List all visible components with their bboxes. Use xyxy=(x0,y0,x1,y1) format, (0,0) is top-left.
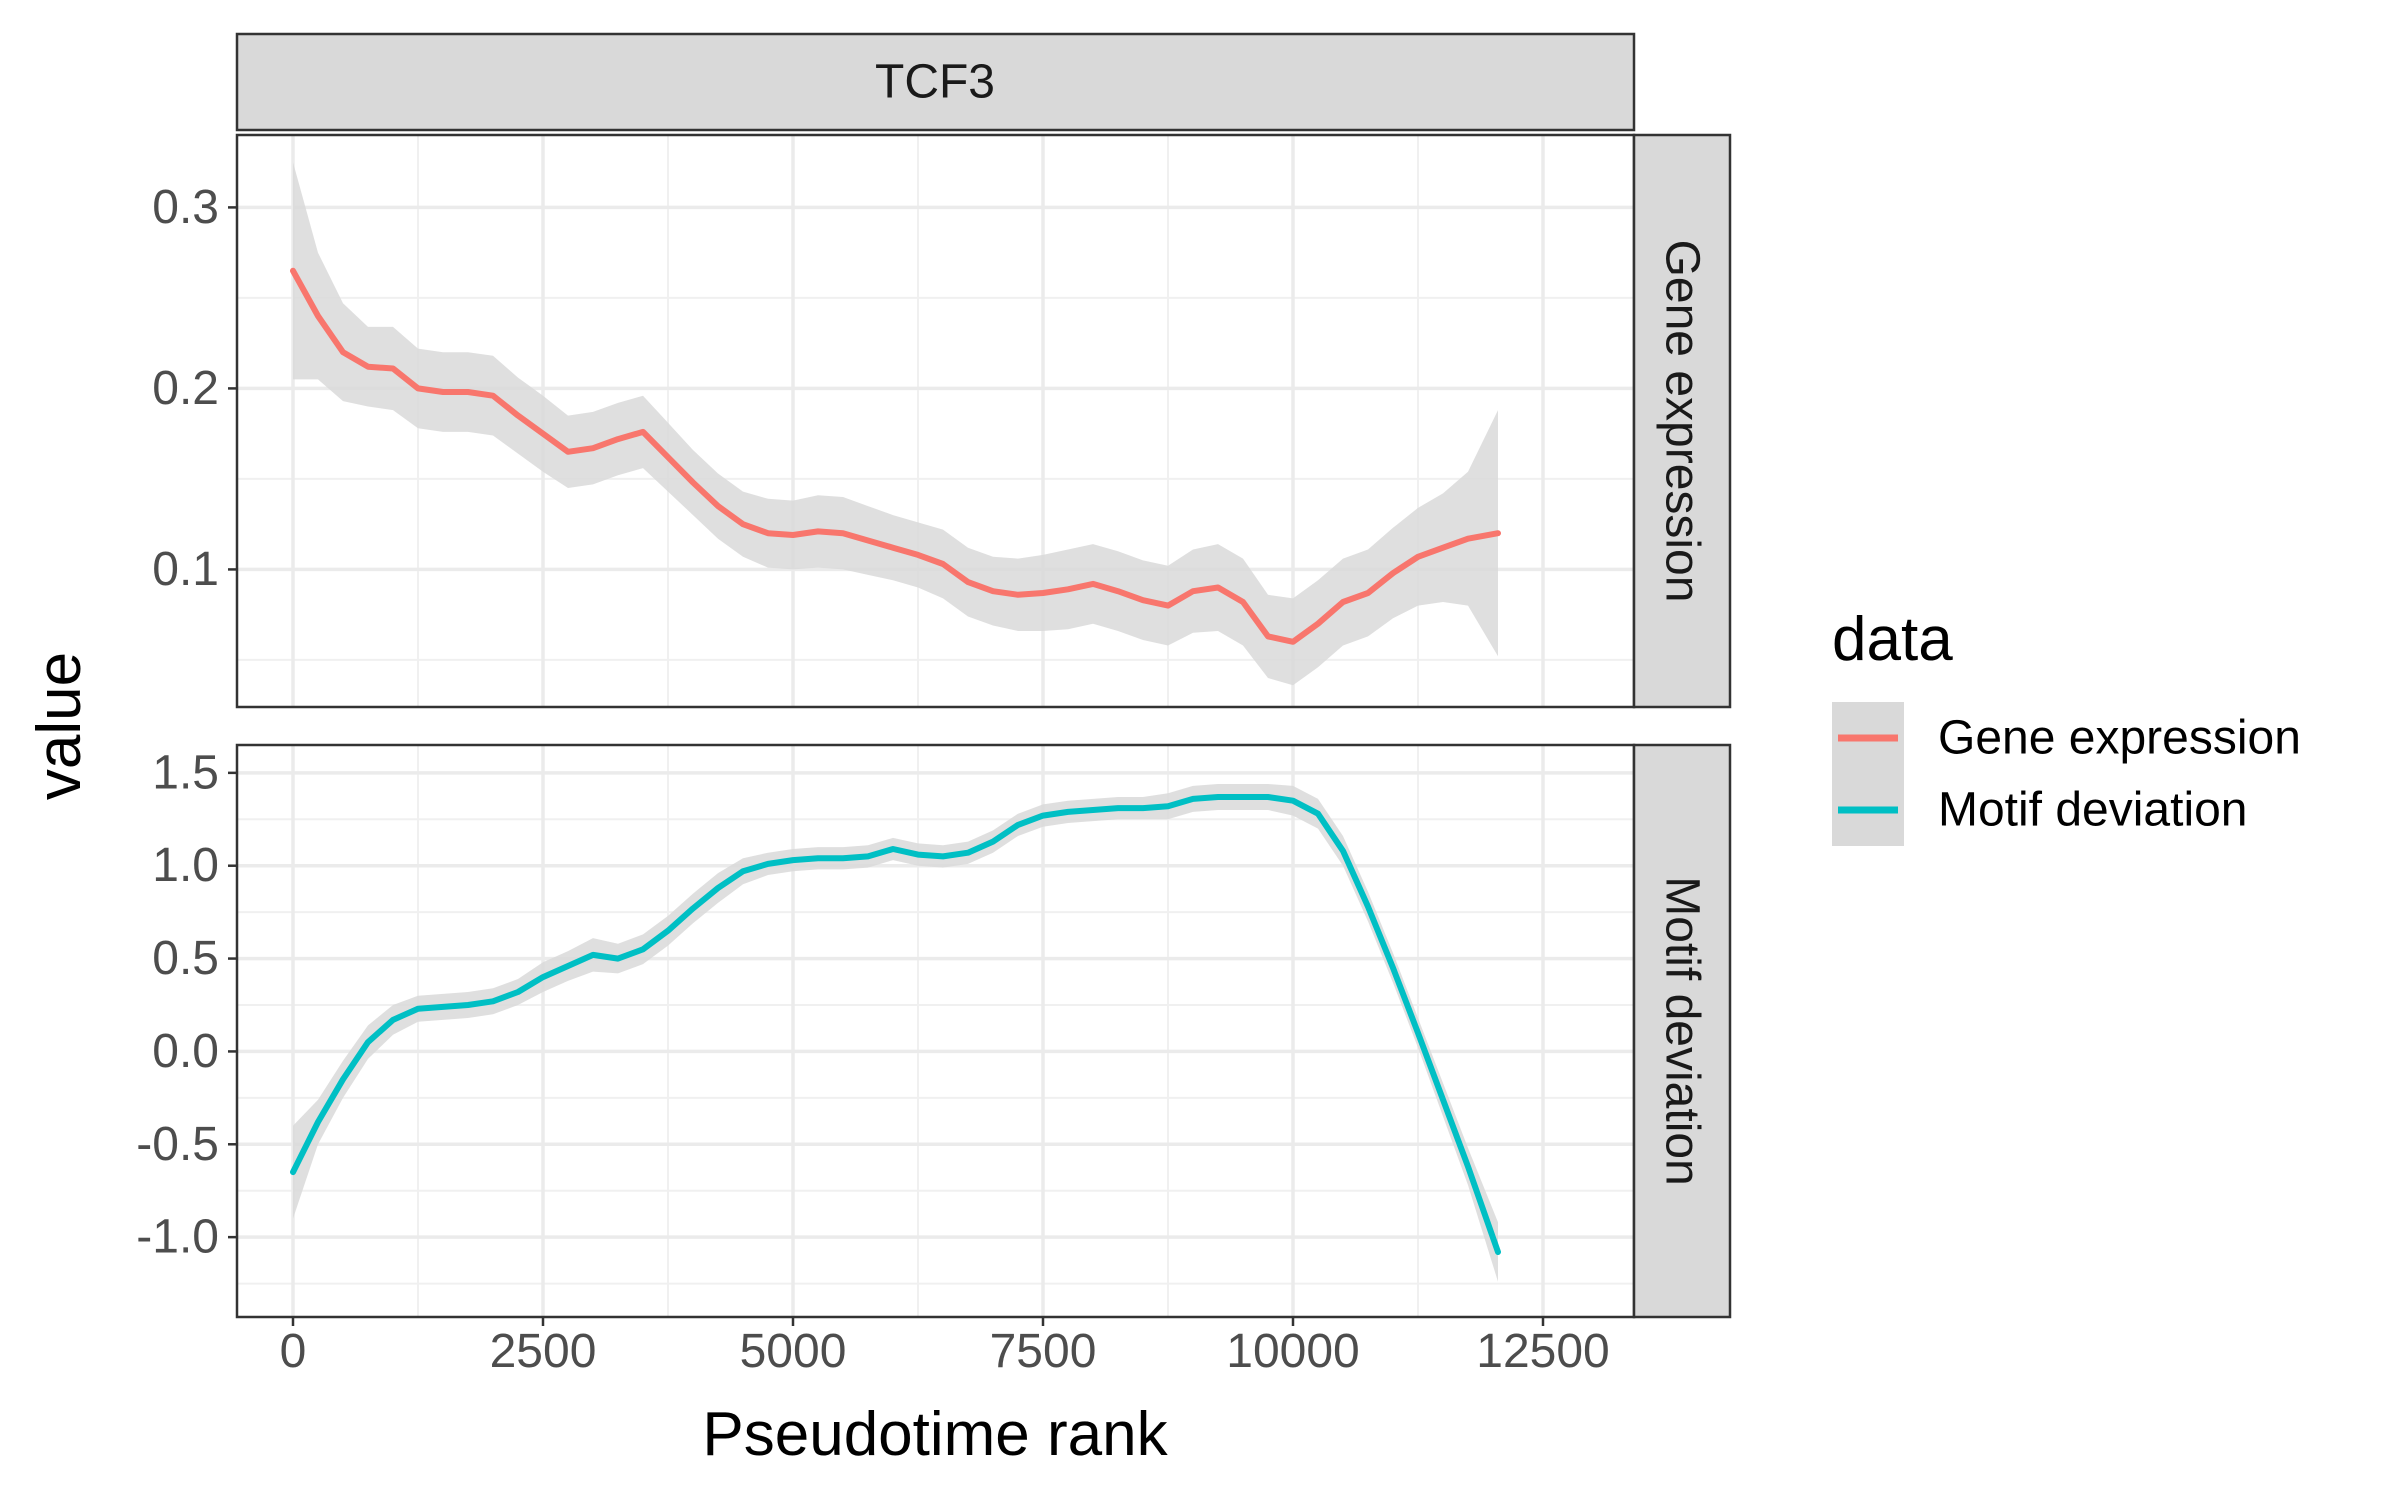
panel-motif-deviation: -1.0 -0.5 0.0 0.5 1.0 1.5 Motif deviation xyxy=(136,743,1732,1319)
y-tick-label: -1.0 xyxy=(136,1211,219,1264)
confidence-ribbon xyxy=(293,162,1498,686)
y-tick-label: 0.1 xyxy=(152,543,219,596)
row-strip-gene-expression xyxy=(1632,133,1732,709)
y-tick-label: 0.5 xyxy=(152,932,219,985)
y-tick-label: 1.0 xyxy=(152,839,219,892)
strip-label-gene-expression: Gene expression xyxy=(1656,240,1709,603)
x-axis-title: Pseudotime rank xyxy=(702,1400,1168,1469)
legend-label-gene-expression: Gene expression xyxy=(1938,712,2301,765)
y-axis-title: value xyxy=(25,652,94,800)
legend-label-motif-deviation: Motif deviation xyxy=(1938,784,2248,837)
y-tick-label: 0.0 xyxy=(152,1025,219,1078)
series-line-motif-deviation xyxy=(290,794,1501,1255)
legend-key-background xyxy=(1832,702,1904,846)
y-tick-label: 1.5 xyxy=(152,746,219,799)
x-tick-label: 12500 xyxy=(1476,1325,1609,1378)
x-tick-label: 2500 xyxy=(490,1325,597,1378)
legend: data Gene expression Motif deviation xyxy=(1832,605,2301,846)
panel-background xyxy=(237,745,1634,1317)
y-axis: 0.1 0.2 0.3 xyxy=(152,181,237,596)
x-tick-label: 10000 xyxy=(1226,1325,1359,1378)
facet-strip-top xyxy=(235,32,1636,132)
x-tick-label: 0 xyxy=(280,1325,307,1378)
facet-title: TCF3 xyxy=(875,56,995,109)
y-axis: -1.0 -0.5 0.0 0.5 1.0 1.5 xyxy=(136,746,237,1264)
x-tick-label: 7500 xyxy=(990,1325,1097,1378)
series-line-gene-expression xyxy=(290,267,1501,645)
y-tick-label: 0.3 xyxy=(152,181,219,234)
strip-label-motif-deviation: Motif deviation xyxy=(1656,876,1709,1186)
panel-gene-expression: 0.1 0.2 0.3 Gene expression xyxy=(152,133,1732,709)
x-tick-label: 5000 xyxy=(740,1325,847,1378)
y-tick-label: -0.5 xyxy=(136,1118,219,1171)
legend-title: data xyxy=(1832,605,1953,674)
y-tick-label: 0.2 xyxy=(152,362,219,415)
row-strip-motif-deviation xyxy=(1632,743,1732,1319)
panel-data xyxy=(290,784,1501,1282)
x-axis: 0 2500 5000 7500 10000 12500 xyxy=(280,1317,1610,1378)
panel-data xyxy=(290,162,1501,686)
